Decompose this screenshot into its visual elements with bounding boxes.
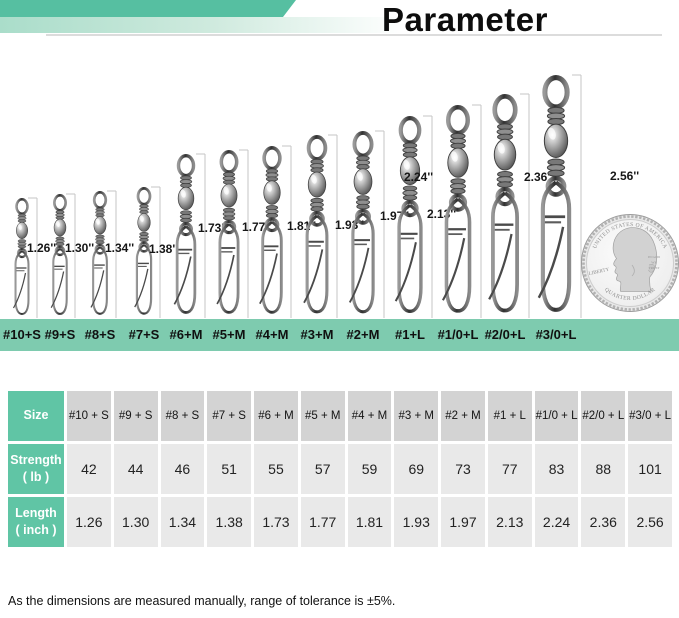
value-cell: 69	[394, 444, 439, 494]
row-header-line1: Size	[23, 408, 49, 423]
size-header-cell: #3/0 + L	[628, 391, 672, 441]
size-label: #2/0+L	[484, 327, 526, 342]
size-label: #1+L	[395, 327, 425, 342]
row-header-line1: Strength	[10, 452, 62, 467]
length-label: 1.34''	[105, 241, 134, 255]
value-cell: 88	[581, 444, 626, 494]
size-header-cell: #8 + S	[160, 391, 205, 441]
row-header-line2: ( lb )	[22, 470, 50, 484]
size-header-cell: #9 + S	[113, 391, 158, 441]
size-label: #7+S	[128, 327, 160, 342]
quarter-coin: UNITED STATES OF AMERICA QUARTER DOLLAR …	[581, 214, 679, 312]
value-cell: 73	[441, 444, 485, 494]
coin-motto-line3: TRUST	[648, 266, 660, 270]
value-cell: 2.13	[487, 497, 532, 547]
size-label: #9+S	[44, 327, 76, 342]
row-header-line2: ( inch )	[15, 523, 57, 537]
length-label: 1.73''	[198, 221, 227, 235]
table-row: Strength ( lb ) 42 44 46 51 55 57 59 69 73 77 83 88 10…	[8, 444, 672, 494]
value-cell: 46	[160, 444, 205, 494]
value-cell: 1.73	[254, 497, 298, 547]
value-cell: 2.56	[628, 497, 672, 547]
value-cell: 83	[534, 444, 579, 494]
size-header-cell: #3 + M	[394, 391, 439, 441]
washington-profile-icon	[612, 227, 658, 292]
size-header-cell: #10 + S	[67, 391, 111, 441]
page-title: Parameter	[382, 1, 548, 38]
swivel-illustration	[12, 198, 30, 316]
value-cell: 55	[254, 444, 298, 494]
value-cell: 59	[347, 444, 392, 494]
size-label: #2+M	[346, 327, 380, 342]
teal-ribbon	[0, 0, 296, 17]
size-header-cell: #4 + M	[347, 391, 392, 441]
size-label: #1/0+L	[437, 327, 479, 342]
size-label-band: #10+S #9+S #8+S #7+S #6+M #5+M #4+M #3+M #2+M #1+…	[0, 319, 679, 351]
swivel-figure: 1.26'' 1.30'' 1.34'' 1.38''1.73'' 1.77'' 1.81…	[12, 74, 679, 318]
length-label: 2.56''	[610, 169, 639, 183]
length-label: 1.30''	[65, 241, 94, 255]
value-cell: 44	[113, 444, 158, 494]
size-label: #3+M	[300, 327, 334, 342]
length-label: 1.38''	[149, 242, 178, 256]
size-header-cell: #6 + M	[254, 391, 298, 441]
value-cell: 1.26	[67, 497, 111, 547]
row-header-cell: Length ( inch )	[8, 497, 64, 547]
row-header-cell: Size	[8, 391, 64, 441]
size-label: #6+M	[169, 327, 203, 342]
teal-ribbon-fade	[0, 17, 560, 33]
value-cell: 101	[628, 444, 672, 494]
table-row: Length( inch ) 1.26 1.30 1.34 1.38 1.73 1.77 1.…	[8, 497, 672, 547]
coin-liberty-text: LIBERTY	[588, 268, 610, 277]
value-cell: 57	[300, 444, 345, 494]
value-cell: 1.38	[207, 497, 252, 547]
swivel-illustration	[539, 78, 569, 310]
size-label: #3/0+L	[535, 327, 577, 342]
value-cell: 1.77	[300, 497, 345, 547]
size-header-cell: #1 + L	[487, 391, 532, 441]
length-label: 1.26''	[27, 241, 56, 255]
length-label: 2.24''	[404, 170, 433, 184]
row-header-cell: Strength ( lb )	[8, 444, 64, 494]
size-label: #4+M	[255, 327, 289, 342]
swivel-illustration	[489, 96, 517, 310]
size-header-cell: #2 + M	[441, 391, 485, 441]
size-header-cell: #2/0 + L	[581, 391, 626, 441]
value-cell: 1.97	[441, 497, 485, 547]
parameter-table: Size #10 + S #9 + S #8 + S #7 + S #6 + M #5 + …	[5, 388, 675, 550]
value-cell: 2.36	[581, 497, 626, 547]
value-cell: 77	[487, 444, 532, 494]
swivel-illustration	[172, 154, 197, 315]
tolerance-note: As the dimensions are measured manually,…	[8, 594, 396, 608]
size-header-cell: #1/0 + L	[534, 391, 579, 441]
size-label: #10+S	[3, 327, 41, 342]
size-label: #8+S	[84, 327, 116, 342]
value-cell: 1.93	[394, 497, 439, 547]
size-header-cell: #5 + M	[300, 391, 345, 441]
size-header-cell: #7 + S	[207, 391, 252, 441]
value-cell: 2.24	[534, 497, 579, 547]
value-cell: 1.30	[113, 497, 158, 547]
title-underline	[46, 34, 662, 36]
table-row: Size #10 + S #9 + S #8 + S #7 + S #6 + M #5 + …	[8, 391, 672, 441]
value-cell: 1.34	[160, 497, 205, 547]
value-cell: 42	[67, 444, 111, 494]
row-header-line1: Length	[15, 505, 57, 520]
coin-motto-line2: WE	[651, 261, 656, 265]
value-cell: 1.81	[347, 497, 392, 547]
value-cell: 51	[207, 444, 252, 494]
size-label: #5+M	[212, 327, 246, 342]
coin-motto-line1: IN GOD	[648, 255, 661, 259]
length-label: 2.36''	[524, 170, 553, 184]
